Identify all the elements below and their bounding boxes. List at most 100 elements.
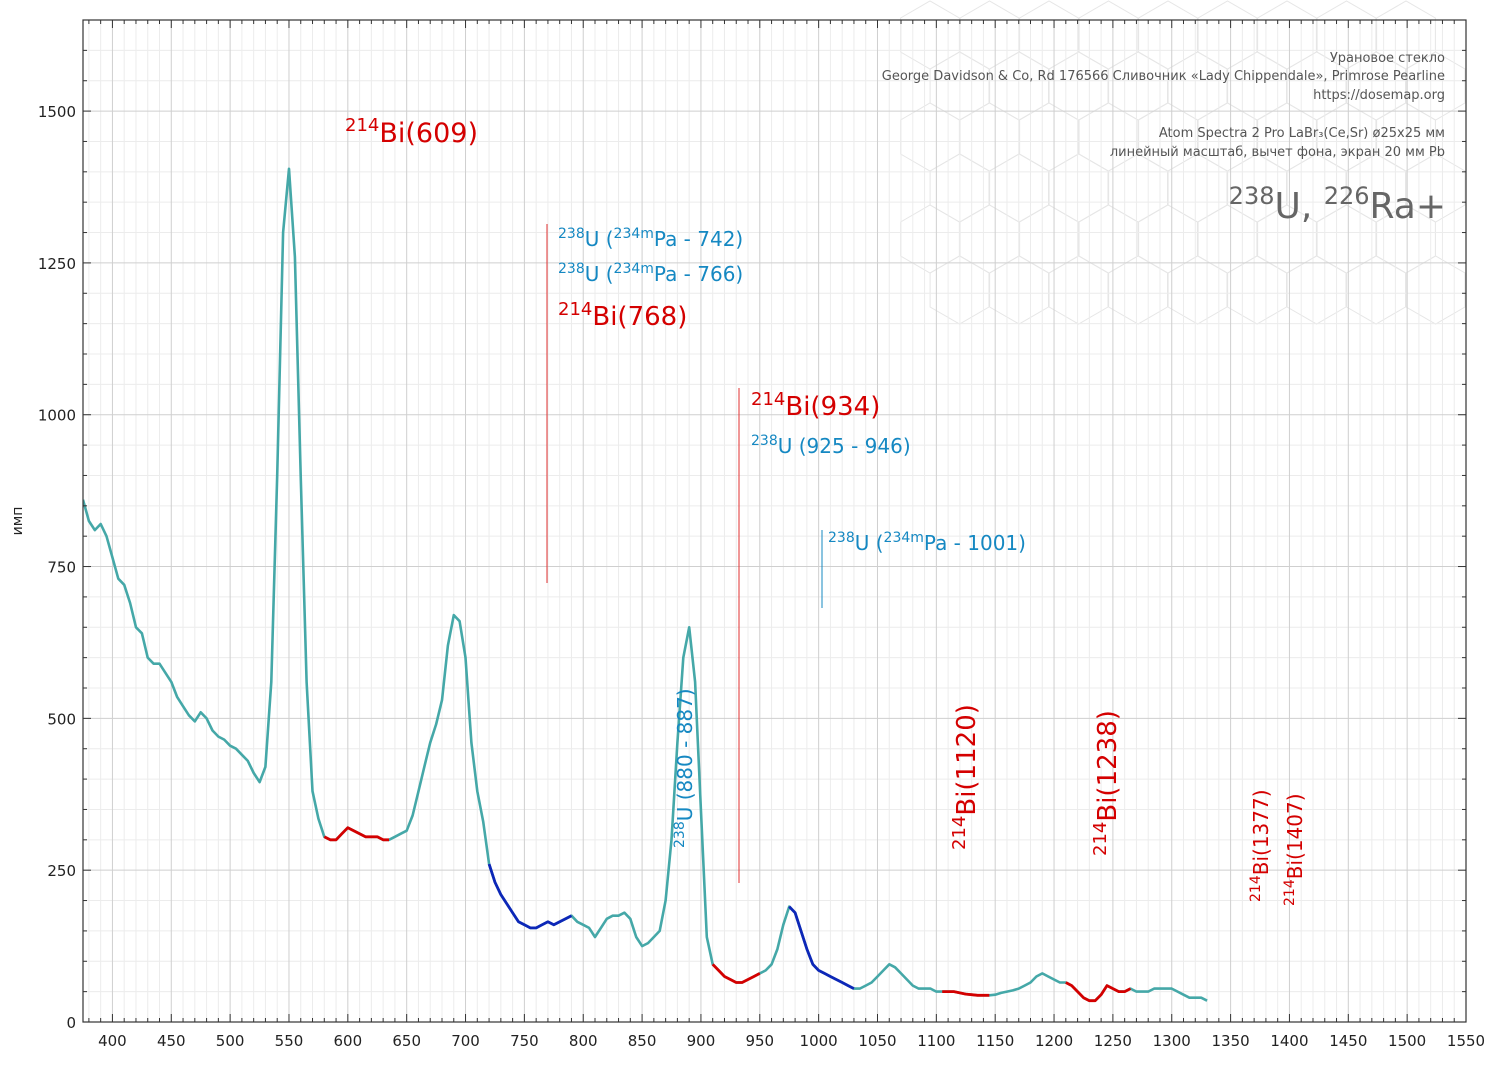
x-tick-label: 400 — [98, 1032, 127, 1050]
label-u-925-mass: 238 — [751, 433, 778, 449]
isotope-title: 238U, 226Ra+ — [1229, 182, 1446, 227]
hexagon-shape — [1048, 51, 1109, 121]
y-tick-label: 0 — [66, 1014, 76, 1032]
x-tick-label: 1400 — [1270, 1032, 1308, 1050]
hexagon-shape — [959, 0, 1020, 70]
label-u-766-mass: 238 — [558, 261, 585, 277]
x-tick-label: 450 — [157, 1032, 186, 1050]
minor-grid — [83, 20, 1466, 1022]
x-tick-label: 1550 — [1447, 1032, 1485, 1050]
label-u-1001-text: U ( — [855, 531, 884, 555]
label-u-880-text: U (880 - 887) — [673, 688, 697, 821]
label-u-742-pa-mass: 234m — [614, 226, 654, 242]
label-bi-609-mass: 214 — [345, 115, 379, 136]
label-u-1001-mass: 238 — [828, 530, 855, 546]
hexagon-shape — [1286, 255, 1347, 325]
x-tick-label: 850 — [628, 1032, 657, 1050]
label-bi-934: 214Bi(934) — [751, 389, 880, 422]
label-bi-609: 214Bi(609) — [345, 115, 478, 149]
label-u-766-text: U ( — [585, 262, 614, 286]
axis-ticks — [83, 20, 1467, 1022]
x-tick-label: 1350 — [1212, 1032, 1250, 1050]
label-u-766-tail: Pa - 766) — [654, 262, 743, 286]
major-grid — [83, 20, 1466, 1022]
label-u-880: 238U (880 - 887) — [672, 688, 697, 848]
uranium-peak-segment — [788, 905, 855, 990]
label-u-742-mass: 238 — [558, 226, 585, 242]
label-bi-1377: 214Bi(1377) — [1248, 789, 1273, 902]
label-u-1001-tail: Pa - 1001) — [924, 531, 1026, 555]
x-tick-label: 600 — [334, 1032, 363, 1050]
x-tick-label: 950 — [745, 1032, 774, 1050]
label-u-1001-pa-mass: 234m — [884, 530, 924, 546]
hexagon-shape — [1019, 0, 1079, 70]
label-bi-934-text: Bi(934) — [785, 392, 880, 422]
x-tick-label: 1150 — [976, 1032, 1014, 1050]
hexagon-shape — [1108, 255, 1168, 325]
label-u-880-mass: 238 — [672, 821, 688, 848]
isotope-a-mass: 238 — [1229, 182, 1275, 210]
label-u-766: 238U (234mPa - 766) — [558, 261, 743, 286]
y-tick-label: 1500 — [38, 103, 76, 121]
x-tick-label: 500 — [216, 1032, 245, 1050]
info-line-3: https://dosemap.org — [1313, 88, 1445, 103]
x-tick-label: 1200 — [1035, 1032, 1073, 1050]
hexagon-shape — [1019, 102, 1079, 172]
peak-annotations: 214Bi(609) 238U (234mPa - 742) 238U (234… — [345, 115, 1307, 906]
bismuth-peak-segment — [711, 963, 761, 984]
hexagon-shape — [1405, 255, 1466, 325]
hexagon-watermark — [900, 0, 1466, 325]
hexagon-shape — [1167, 153, 1228, 223]
label-bi-1120: 214Bi(1120) — [949, 704, 982, 850]
label-u-742-tail: Pa - 742) — [654, 227, 743, 251]
x-tick-label: 1100 — [917, 1032, 955, 1050]
y-tick-label: 250 — [47, 862, 76, 880]
label-bi-609-text: Bi(609) — [379, 118, 478, 149]
label-bi-768-mass: 214 — [558, 299, 592, 320]
hexagon-shape — [1138, 0, 1198, 70]
isotope-a-symbol: U, — [1274, 186, 1323, 227]
info-block: Урановое стекло George Davidson & Co, Rd… — [882, 51, 1446, 227]
bismuth-peak-segment — [942, 990, 990, 997]
hexagon-shape — [1078, 102, 1139, 172]
label-bi-1120-mass: 214 — [949, 816, 970, 850]
annotation-lines — [546, 224, 823, 883]
label-u-766-pa-mass: 234m — [614, 261, 654, 277]
x-tick-label: 800 — [569, 1032, 598, 1050]
uranium-peak-segment — [487, 863, 573, 930]
label-bi-1407: 214Bi(1407) — [1282, 793, 1307, 906]
x-tick-label: 700 — [451, 1032, 480, 1050]
x-tick-label: 900 — [687, 1032, 716, 1050]
isotope-b-symbol: Ra+ — [1370, 186, 1446, 227]
info-line-1: Урановое стекло — [1330, 51, 1445, 66]
x-tick-labels: 400 450 500 550 600 650 700 750 800 850 900 950 1000… — [98, 1032, 1485, 1050]
spectrum-line — [83, 167, 1208, 1002]
hexagon-shape — [1048, 255, 1109, 325]
y-tick-label: 1250 — [38, 255, 76, 273]
x-tick-label: 1300 — [1153, 1032, 1191, 1050]
x-tick-label: 1500 — [1388, 1032, 1426, 1050]
hexagon-shape — [900, 102, 960, 172]
x-tick-label: 1050 — [858, 1032, 896, 1050]
label-u-742: 238U (234mPa - 742) — [558, 226, 743, 251]
label-bi-934-mass: 214 — [751, 389, 785, 410]
info-line-4: Atom Spectra 2 Pro LaBr₃(Ce,Sr) ø25x25 м… — [1159, 126, 1445, 141]
label-bi-1407-mass: 214 — [1282, 879, 1298, 906]
y-tick-label: 500 — [47, 710, 76, 728]
hexagon-shape — [900, 0, 960, 70]
bismuth-peak-segment — [1065, 981, 1132, 1003]
x-tick-label: 1450 — [1329, 1032, 1367, 1050]
hexagon-shape — [959, 102, 1020, 172]
y-tick-label: 1000 — [38, 407, 76, 425]
label-bi-1120-text: Bi(1120) — [952, 704, 982, 816]
info-line-5: линейный масштаб, вычет фона, экран 20 м… — [1110, 145, 1445, 160]
spectrum-series — [83, 167, 1208, 1003]
label-bi-1238-text: Bi(1238) — [1093, 710, 1123, 822]
label-bi-1407-text: Bi(1407) — [1283, 793, 1307, 879]
y-tick-label: 750 — [47, 559, 76, 577]
label-bi-768-text: Bi(768) — [592, 302, 687, 332]
y-tick-labels: 0 250 500 750 1000 1250 1500 — [38, 103, 76, 1032]
label-bi-1377-mass: 214 — [1248, 875, 1264, 902]
plot-frame — [82, 19, 1467, 1023]
